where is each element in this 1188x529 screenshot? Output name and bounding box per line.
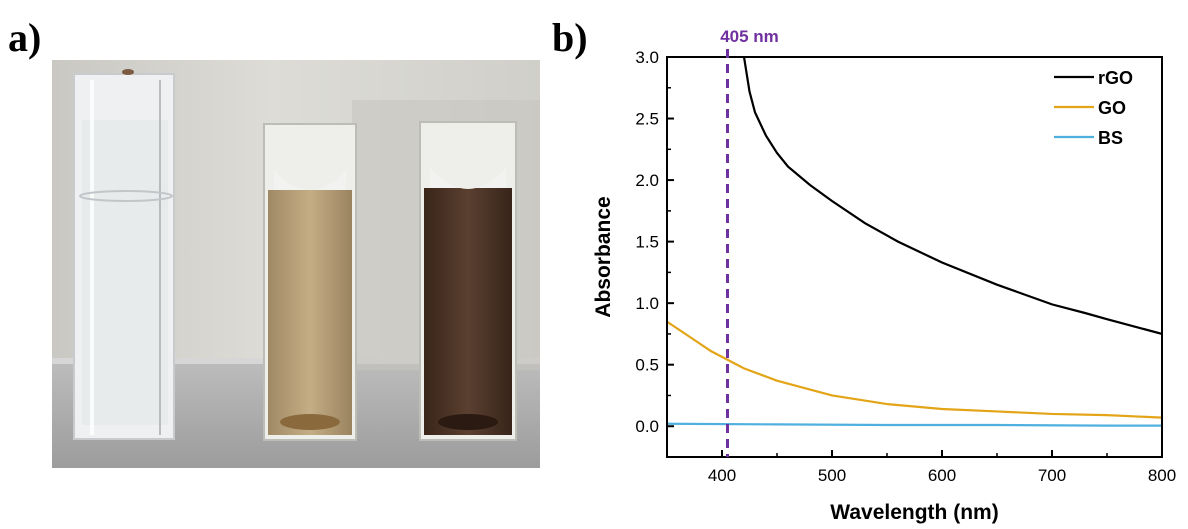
legend: rGO GO BS — [1054, 68, 1133, 148]
series-line-go — [667, 320, 1162, 419]
legend-label-go: GO — [1098, 98, 1126, 118]
x-tick-label: 700 — [1038, 466, 1066, 485]
cuvette-photo — [52, 60, 540, 468]
y-tick-label: 0.0 — [635, 417, 659, 436]
series-line-bs — [667, 422, 1162, 427]
x-axis-title: Wavelength (nm) — [830, 501, 998, 524]
panel-a-label: a) — [8, 15, 42, 60]
x-tick-label: 600 — [928, 466, 956, 485]
panel-b-label: b) — [552, 15, 588, 60]
y-tick-label: 2.0 — [635, 171, 659, 190]
x-tick-label: 400 — [708, 466, 736, 485]
series-layer — [667, 57, 1162, 427]
absorbance-chart: 400 500 600 700 800 0.0 0.5 1.0 1.5 2.0 2.5 3.0 405… — [592, 27, 1176, 524]
y-tick-label: 1.0 — [635, 294, 659, 313]
x-tick-label: 500 — [818, 466, 846, 485]
annotation-label: 405 nm — [720, 27, 779, 46]
x-tick-label: 800 — [1148, 466, 1176, 485]
plot-frame — [666, 56, 1163, 458]
y-tick-label: 1.5 — [635, 233, 659, 252]
y-axis-title: Absorbance — [592, 196, 615, 317]
ticks-layer: 400 500 600 700 800 0.0 0.5 1.0 1.5 2.0 2.5 3.0 — [635, 48, 1176, 485]
y-tick-label: 2.5 — [635, 110, 659, 129]
legend-label-rgo: rGO — [1098, 68, 1133, 88]
y-tick-label: 0.5 — [635, 356, 659, 375]
legend-label-bs: BS — [1098, 128, 1123, 148]
series-line-rgo — [742, 57, 1162, 335]
y-tick-label: 3.0 — [635, 48, 659, 67]
